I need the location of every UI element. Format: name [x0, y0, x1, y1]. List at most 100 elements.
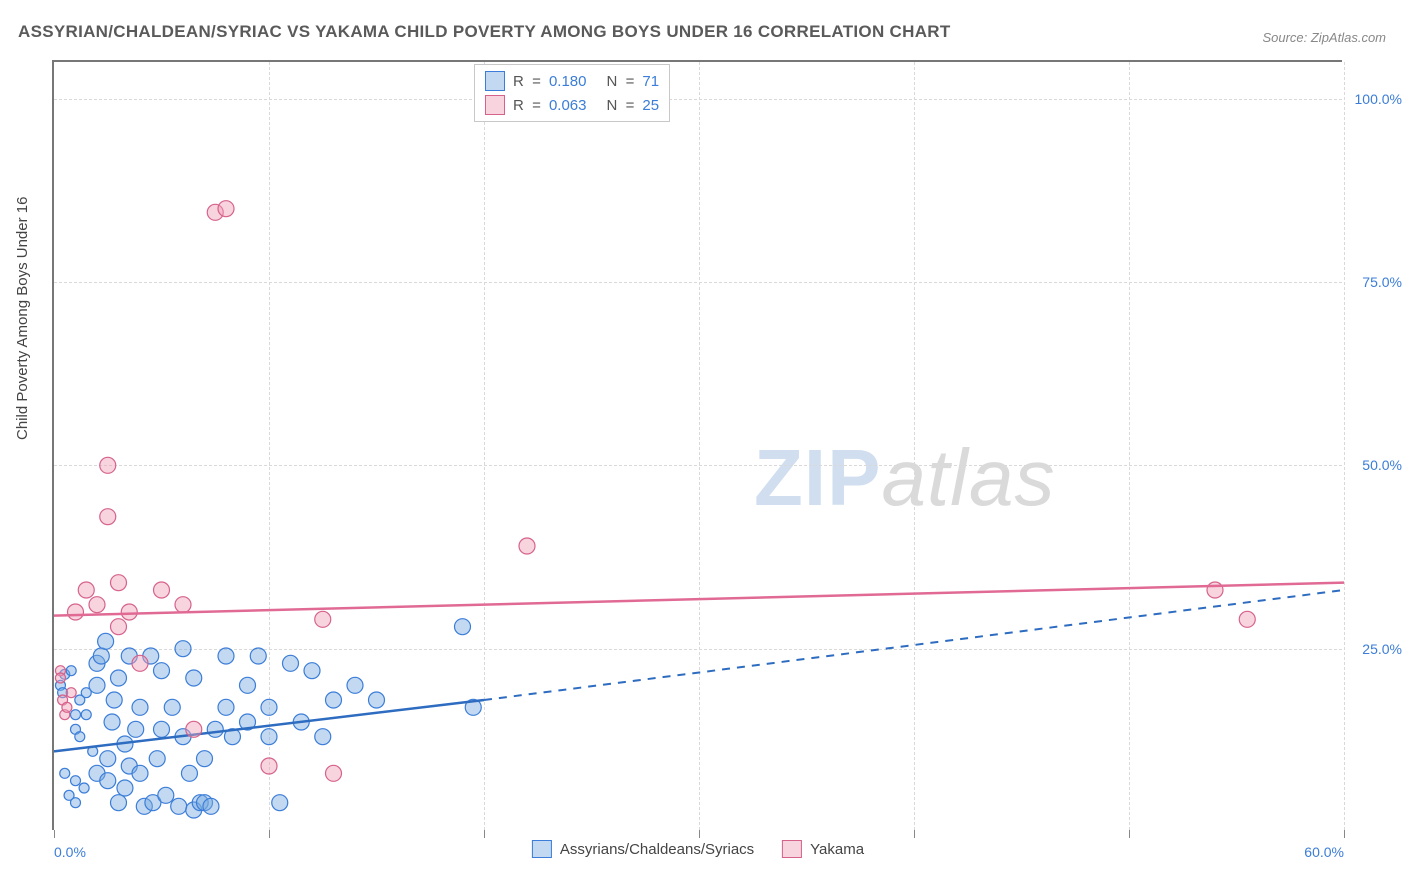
legend-label: Yakama: [810, 841, 864, 858]
x-tick-mark: [484, 830, 485, 838]
scatter-point-series-a: [132, 699, 148, 715]
stats-r-value: 0.063: [549, 97, 587, 114]
scatter-point-series-b: [132, 655, 148, 671]
scatter-point-series-a: [106, 692, 122, 708]
scatter-point-series-b: [261, 758, 277, 774]
scatter-point-series-a: [347, 677, 363, 693]
scatter-point-series-a: [98, 633, 114, 649]
y-tick-label: 25.0%: [1362, 641, 1402, 657]
stats-n-label: N =: [606, 97, 634, 114]
scatter-point-series-b: [62, 702, 72, 712]
scatter-point-series-a: [71, 776, 81, 786]
scatter-point-series-a: [261, 729, 277, 745]
stats-r-value: 0.180: [549, 73, 587, 90]
scatter-point-series-b: [66, 688, 76, 698]
x-tick-mark: [54, 830, 55, 838]
scatter-point-series-b: [175, 597, 191, 613]
stats-row: R = 0.180 N = 71: [485, 69, 659, 93]
scatter-point-series-b: [519, 538, 535, 554]
stats-legend-box: R = 0.180 N = 71 R = 0.063 N = 25: [474, 64, 670, 122]
scatter-point-series-a: [181, 765, 197, 781]
scatter-point-series-a: [369, 692, 385, 708]
scatter-point-series-a: [100, 751, 116, 767]
scatter-point-series-a: [283, 655, 299, 671]
scatter-point-series-b: [326, 765, 342, 781]
plot-area: ZIPatlas 25.0%50.0%75.0%100.0%0.0%60.0% …: [52, 60, 1342, 830]
stats-r-label: R =: [513, 97, 541, 114]
stats-row: R = 0.063 N = 25: [485, 93, 659, 117]
x-tick-mark: [269, 830, 270, 838]
scatter-point-series-a: [197, 751, 213, 767]
source-attribution: Source: ZipAtlas.com: [1262, 30, 1386, 45]
stats-r-label: R =: [513, 73, 541, 90]
x-tick-label: 0.0%: [54, 844, 86, 860]
legend-item: Yakama: [782, 840, 864, 858]
stats-swatch: [485, 95, 505, 115]
scatter-point-series-b: [68, 604, 84, 620]
legend-swatch: [532, 840, 552, 858]
scatter-point-series-a: [111, 670, 127, 686]
scatter-point-series-a: [261, 699, 277, 715]
legend-item: Assyrians/Chaldeans/Syriacs: [532, 840, 754, 858]
scatter-point-series-a: [132, 765, 148, 781]
scatter-point-series-a: [218, 648, 234, 664]
x-tick-mark: [699, 830, 700, 838]
scatter-point-series-a: [104, 714, 120, 730]
legend-bottom: Assyrians/Chaldeans/Syriacs Yakama: [532, 840, 864, 858]
scatter-point-series-a: [154, 721, 170, 737]
scatter-point-series-a: [326, 692, 342, 708]
scatter-point-series-a: [79, 783, 89, 793]
scatter-point-series-a: [71, 798, 81, 808]
x-tick-label: 60.0%: [1304, 844, 1344, 860]
y-tick-label: 75.0%: [1362, 274, 1402, 290]
scatter-point-series-b: [218, 201, 234, 217]
scatter-point-series-a: [207, 721, 223, 737]
scatter-point-series-a: [93, 648, 109, 664]
scatter-point-series-a: [81, 710, 91, 720]
x-tick-mark: [1344, 830, 1345, 838]
scatter-point-series-a: [272, 795, 288, 811]
scatter-point-series-a: [175, 641, 191, 657]
scatter-point-series-b: [121, 604, 137, 620]
gridline-vertical: [1344, 62, 1345, 830]
scatter-point-series-a: [315, 729, 331, 745]
scatter-point-series-b: [100, 509, 116, 525]
scatter-point-series-a: [111, 795, 127, 811]
scatter-point-series-b: [78, 582, 94, 598]
scatter-point-series-a: [250, 648, 266, 664]
scatter-point-series-b: [186, 721, 202, 737]
scatter-point-series-a: [240, 677, 256, 693]
trend-line-dashed: [484, 590, 1344, 700]
scatter-point-series-a: [89, 677, 105, 693]
scatter-point-series-a: [154, 663, 170, 679]
scatter-point-series-a: [75, 732, 85, 742]
scatter-point-series-a: [455, 619, 471, 635]
scatter-point-series-a: [203, 798, 219, 814]
trend-line-solid: [54, 583, 1344, 616]
legend-label: Assyrians/Chaldeans/Syriacs: [560, 841, 754, 858]
scatter-point-series-b: [315, 611, 331, 627]
y-tick-label: 100.0%: [1355, 91, 1402, 107]
stats-n-label: N =: [606, 73, 634, 90]
scatter-point-series-a: [100, 773, 116, 789]
scatter-point-series-b: [1207, 582, 1223, 598]
scatter-point-series-a: [66, 666, 76, 676]
scatter-point-series-b: [111, 619, 127, 635]
scatter-point-series-a: [164, 699, 180, 715]
stats-n-value: 71: [642, 73, 659, 90]
scatter-point-series-a: [158, 787, 174, 803]
scatter-point-series-a: [117, 780, 133, 796]
scatter-point-series-a: [149, 751, 165, 767]
scatter-point-series-a: [171, 798, 187, 814]
scatter-svg: [54, 62, 1342, 830]
scatter-point-series-b: [100, 457, 116, 473]
scatter-point-series-b: [55, 673, 65, 683]
stats-swatch: [485, 71, 505, 91]
scatter-point-series-a: [304, 663, 320, 679]
chart-title: ASSYRIAN/CHALDEAN/SYRIAC VS YAKAMA CHILD…: [18, 22, 951, 42]
scatter-point-series-a: [186, 670, 202, 686]
stats-n-value: 25: [642, 97, 659, 114]
y-axis-title: Child Poverty Among Boys Under 16: [14, 197, 31, 440]
scatter-point-series-a: [71, 710, 81, 720]
scatter-point-series-b: [1239, 611, 1255, 627]
